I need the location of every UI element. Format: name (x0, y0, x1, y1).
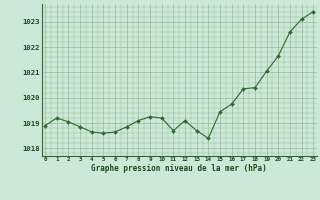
X-axis label: Graphe pression niveau de la mer (hPa): Graphe pression niveau de la mer (hPa) (91, 164, 267, 173)
